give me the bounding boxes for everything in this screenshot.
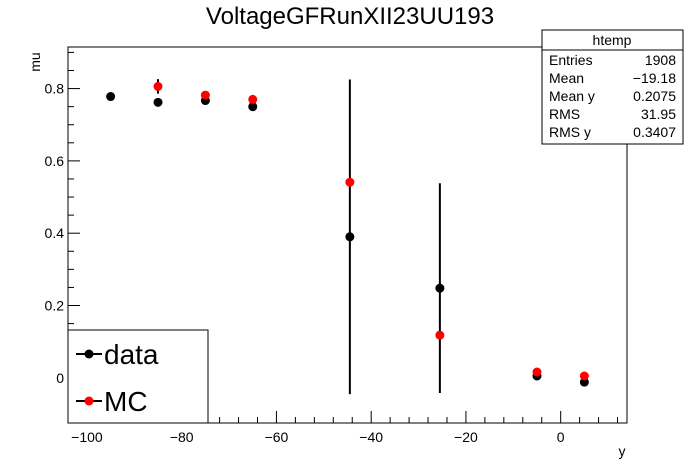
legend-data-label: data — [104, 339, 159, 370]
data-point — [153, 97, 163, 107]
mc-point — [345, 177, 355, 187]
legend: data MC — [67, 329, 209, 424]
y-tick-label: 0.8 — [45, 81, 65, 97]
stats-box-frame — [541, 29, 684, 145]
mc-point — [532, 367, 542, 377]
data-marks — [106, 79, 589, 395]
data-point — [106, 92, 116, 102]
y-tick-label: 0.2 — [45, 298, 65, 314]
chart-title: VoltageGFRunXII23UU193 — [206, 3, 494, 30]
stats-box-title: htemp — [593, 32, 632, 48]
data-point — [435, 283, 445, 293]
x-tick-label: −80 — [170, 429, 194, 445]
legend-data-marker — [84, 349, 94, 359]
legend-mc-marker — [84, 396, 94, 406]
x-tick-label: 0 — [557, 429, 565, 445]
stats-mean-y-label: Mean y — [549, 88, 595, 104]
y-axis: 0 0.2 0.4 0.6 0.8 — [45, 51, 80, 415]
y-tick-label: 0 — [56, 370, 64, 386]
stats-entries-value: 1908 — [645, 52, 676, 68]
x-tick-label: −40 — [359, 429, 383, 445]
y-tick-label: 0.4 — [45, 225, 65, 241]
mc-point — [200, 90, 210, 100]
mc-point — [248, 94, 258, 104]
y-axis-label: mu — [27, 52, 43, 71]
mc-point — [435, 330, 445, 340]
stats-rms-y-label: RMS y — [549, 124, 591, 140]
stats-entries-label: Entries — [549, 52, 593, 68]
stats-mean-value: −19.18 — [633, 70, 676, 86]
x-axis-label: y — [619, 443, 626, 459]
legend-box — [67, 329, 209, 424]
stats-rms-y-value: 0.3407 — [633, 124, 676, 140]
stats-rms-value: 31.95 — [641, 106, 676, 122]
data-point — [345, 232, 355, 242]
data-point — [248, 102, 258, 112]
mc-point — [153, 81, 163, 91]
y-tick-label: 0.6 — [45, 153, 65, 169]
stats-mean-y-value: 0.2075 — [633, 88, 676, 104]
stats-rms-label: RMS — [549, 106, 580, 122]
x-tick-label: −20 — [454, 429, 478, 445]
x-axis: −100 −80 −60 −40 −20 0 — [71, 411, 619, 445]
stats-box: htemp Entries 1908 Mean −19.18 Mean y 0.… — [541, 29, 684, 145]
mc-point — [579, 371, 589, 381]
x-tick-label: −100 — [71, 429, 103, 445]
x-tick-label: −60 — [265, 429, 289, 445]
plot-frame — [67, 46, 628, 424]
stats-mean-label: Mean — [549, 70, 584, 86]
legend-mc-label: MC — [104, 386, 148, 417]
